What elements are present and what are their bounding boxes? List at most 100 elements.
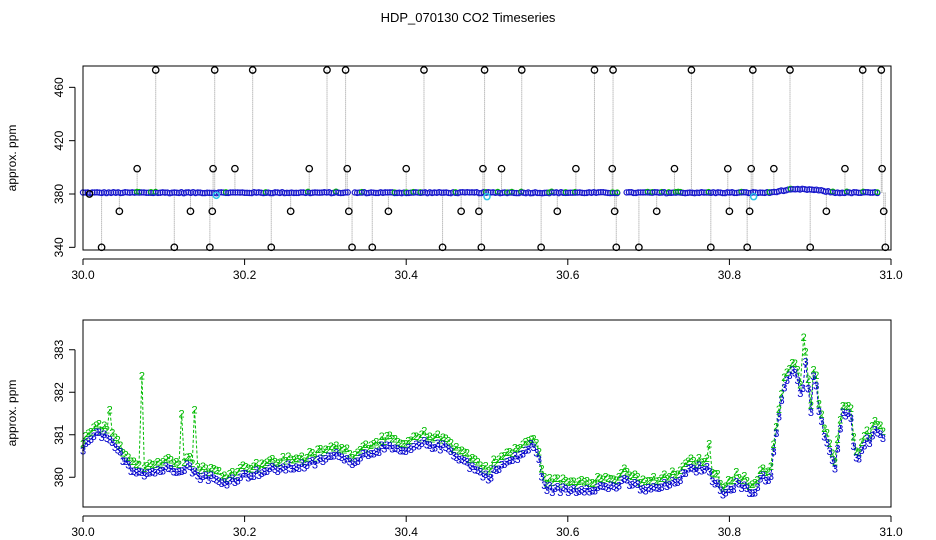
series-2-point: 2	[269, 454, 275, 466]
series-2-point: 2	[317, 444, 323, 456]
series-3-point: 3	[480, 471, 486, 483]
series-2-point: 2	[299, 451, 305, 463]
series-3-point: 3	[507, 455, 513, 467]
series-3-point: 3	[267, 463, 273, 475]
series-3-point: 3	[173, 467, 179, 479]
series-2-point: 2	[360, 441, 366, 453]
top-y-axis-label: approx. ppm	[5, 125, 19, 192]
series-2-point: 2	[147, 458, 153, 470]
series-3-point: 3	[139, 467, 145, 479]
series-3-point: 3	[365, 450, 371, 462]
series-2-point: 2	[301, 456, 307, 468]
bottom-panel: 2222222222222222222222222222222222222222…	[5, 319, 903, 539]
series-2-point: 2	[189, 458, 195, 470]
series-2-point: 2	[304, 452, 310, 464]
spike-point	[723, 164, 732, 173]
series-2-point: 2	[224, 473, 230, 485]
series-2-point: 2	[331, 442, 337, 454]
series-2-point: 2	[720, 483, 726, 495]
series-3-point: 3	[880, 433, 886, 445]
spike-point	[341, 66, 350, 74]
series-2-point: 2	[243, 461, 249, 473]
series-3-point: 3	[472, 464, 478, 476]
series-3-point: 3	[107, 434, 113, 446]
series-3-point: 3	[109, 437, 115, 449]
series-3-point: 3	[787, 370, 793, 382]
series-3-point: 3	[461, 456, 467, 468]
series-2-point: 2	[349, 452, 355, 464]
series-3-point: 3	[803, 356, 809, 368]
series-3-point: 3	[211, 473, 217, 485]
bottom-y-tick-label: 382	[52, 382, 66, 402]
series-2-point: 2	[493, 458, 499, 470]
spike-point	[877, 66, 886, 74]
bottom-x-tick-label: 31.0	[879, 525, 903, 539]
series-3-point: 3	[208, 470, 214, 482]
series-2-point: 2	[357, 445, 363, 457]
series-3-point: 3	[755, 482, 761, 494]
series-3-point: 3	[504, 457, 510, 469]
series-2-point: 2	[171, 458, 177, 470]
series-2-point: 2	[437, 435, 443, 447]
series-3-point: 3	[416, 440, 422, 452]
spike-point	[806, 243, 815, 252]
spike-point	[348, 243, 356, 252]
series-2-point: 2	[125, 452, 131, 464]
series-2-point: 2	[213, 465, 219, 477]
series-3-point: 3	[251, 471, 257, 483]
series-2-point: 2	[285, 451, 291, 463]
series-3-point: 3	[627, 480, 633, 492]
series-3-point: 3	[605, 483, 611, 495]
series-3-point: 3	[539, 471, 545, 483]
series-3-point: 3	[176, 467, 182, 479]
series-2-point: 2	[765, 466, 771, 478]
series-3-point: 3	[763, 476, 769, 488]
series-3-point: 3	[707, 466, 713, 478]
series-3-point: 3	[656, 483, 662, 495]
series-3-point: 3	[811, 371, 817, 383]
series-2-point: 2	[539, 463, 545, 475]
bottom-x-tick-label: 30.8	[718, 525, 742, 539]
series-3-point: 3	[280, 462, 286, 474]
series-2-point: 2	[123, 450, 129, 462]
series-3-point: 3	[867, 438, 873, 450]
series-2-point: 2	[120, 448, 126, 460]
series-3-point: 3	[827, 446, 833, 458]
series-3-point: 3	[752, 488, 758, 500]
series-3-point: 3	[829, 455, 835, 467]
series-3-point: 3	[645, 482, 651, 494]
spike-point	[590, 66, 599, 74]
spike-point	[537, 243, 545, 252]
series-2-point: 2	[656, 476, 662, 488]
spike-point	[170, 243, 179, 252]
spike-point	[208, 207, 217, 216]
series-3-point: 3	[736, 479, 742, 491]
series-3-point: 3	[619, 475, 625, 487]
spike-point	[209, 164, 217, 173]
series-3-point: 3	[469, 461, 475, 473]
series-2-point: 2	[744, 476, 750, 488]
series-3-point: 3	[136, 466, 142, 478]
series-2-point: 2	[429, 433, 435, 445]
series-2-point: 2	[597, 473, 603, 485]
highlight-point	[483, 192, 491, 201]
series-3-point: 3	[587, 486, 593, 498]
series-2-point: 2	[557, 478, 563, 490]
series-2-point: 2	[219, 472, 225, 484]
series-2-point: 2	[165, 453, 171, 465]
series-3-point: 3	[317, 453, 323, 465]
series-3-point: 3	[352, 457, 358, 469]
series-2-point: 2	[336, 444, 342, 456]
series-2-point: 2	[880, 426, 886, 438]
series-2-point: 2	[677, 465, 683, 477]
series-2-point: 2	[709, 467, 715, 479]
series-2-point: 2	[107, 404, 113, 416]
spike-point	[497, 164, 506, 173]
spike-point	[612, 243, 621, 252]
series-3-point: 3	[731, 484, 737, 496]
series-3-point: 3	[723, 488, 729, 500]
series-3-point: 3	[96, 427, 102, 439]
series-3-point: 3	[699, 465, 705, 477]
series-3-point: 3	[693, 467, 699, 479]
series-3-point: 3	[216, 476, 222, 488]
